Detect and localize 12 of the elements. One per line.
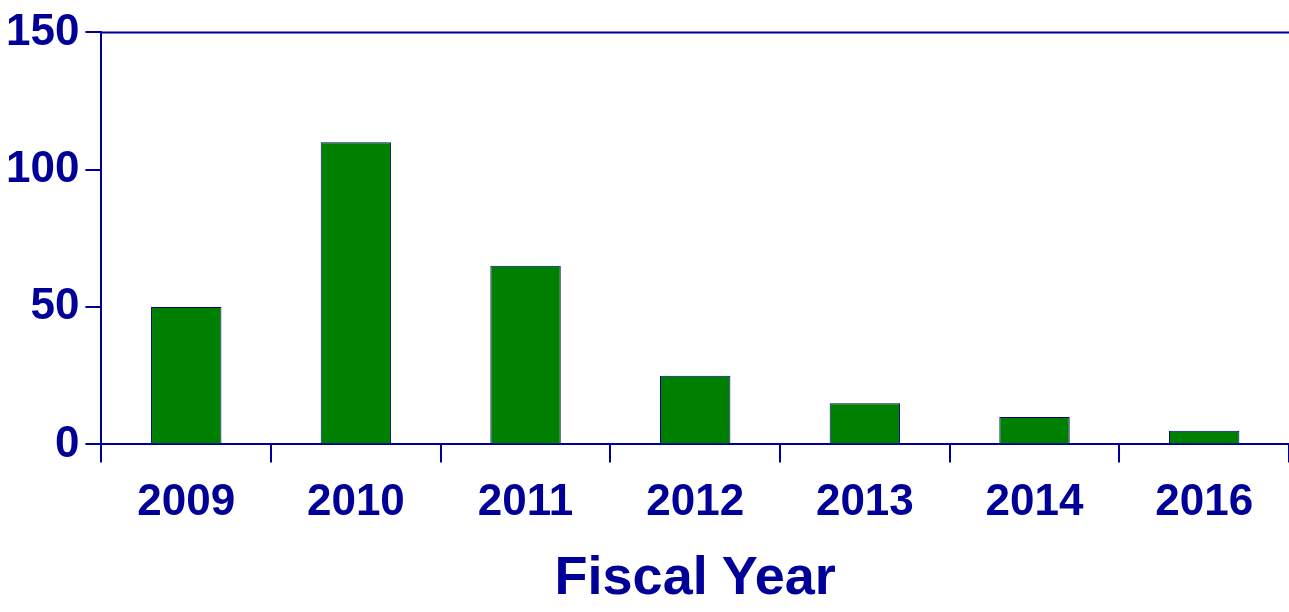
y-tick-label: 150 [5, 4, 80, 54]
x-tick-label: 2009 [137, 474, 236, 524]
x-tick-label: 2010 [306, 474, 405, 524]
x-tick-label: 2013 [815, 474, 914, 524]
x-axis-title: Fiscal Year [554, 545, 836, 606]
x-tick-label: 2012 [646, 474, 745, 524]
y-tick-label: 50 [30, 279, 80, 329]
y-tick-label: 100 [5, 141, 80, 191]
x-tick-label: 2011 [477, 474, 574, 524]
x-tick-label: 2014 [985, 474, 1084, 524]
y-tick-label: 0 [54, 416, 80, 466]
x-tick-label: 2016 [1155, 474, 1254, 524]
